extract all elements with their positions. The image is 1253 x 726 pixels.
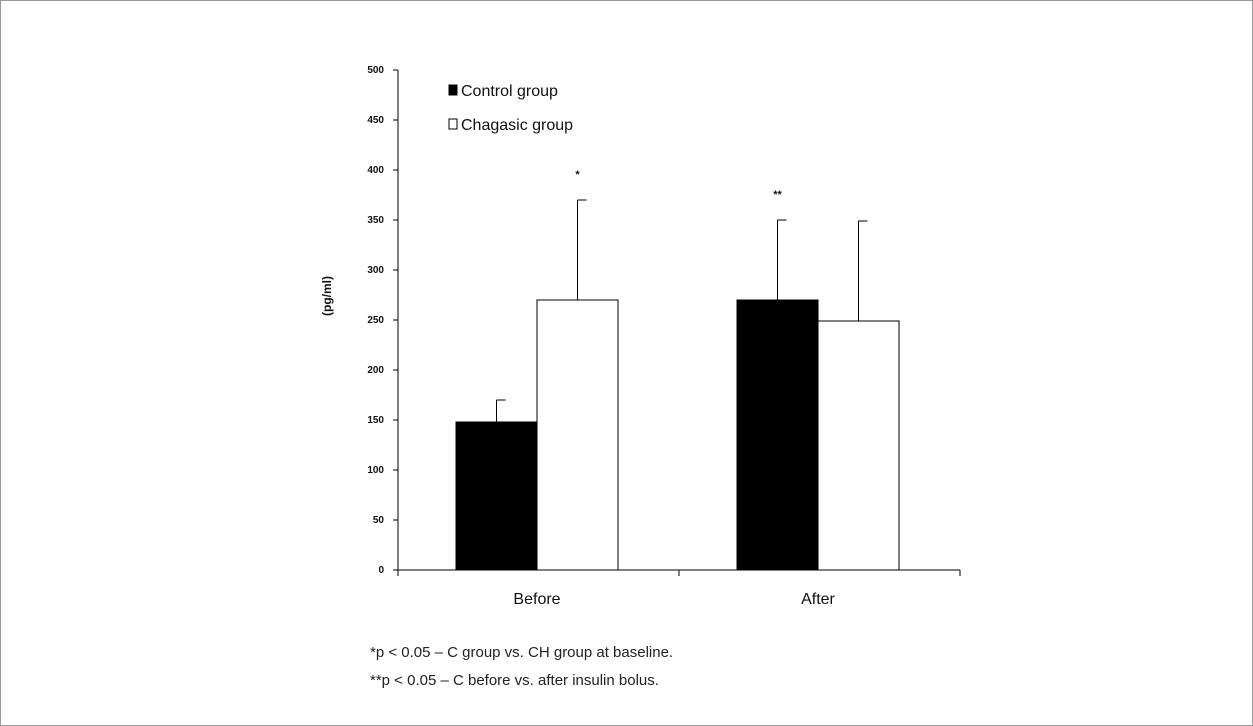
- bar: [455, 421, 538, 571]
- legend-label: Control group: [461, 83, 558, 100]
- y-tick-label: 150: [367, 415, 384, 426]
- legend-swatch: [448, 118, 458, 130]
- legend-label: Chagasic group: [461, 117, 573, 134]
- legend-swatch: [448, 84, 458, 96]
- bar: [736, 299, 819, 571]
- significance-marker: *: [575, 169, 580, 181]
- y-tick-label: 250: [367, 315, 384, 326]
- y-tick-label: 500: [367, 65, 384, 76]
- y-tick-label: 450: [367, 115, 384, 126]
- y-tick-label: 0: [378, 565, 384, 576]
- chart-legend: Control group Chagasic group: [448, 83, 573, 134]
- y-tick-label: 400: [367, 165, 384, 176]
- y-tick-label: 350: [367, 215, 384, 226]
- chart-bars: ***: [455, 169, 900, 571]
- y-tick-label: 50: [373, 515, 385, 526]
- y-axis-label: (pg/ml): [320, 276, 334, 316]
- y-tick-label: 100: [367, 465, 384, 476]
- y-tick-label: 200: [367, 365, 384, 376]
- x-category-label: After: [801, 591, 835, 608]
- x-category-label: Before: [513, 591, 560, 608]
- footnote-2: **p < 0.05 – C before vs. after insulin …: [370, 672, 659, 689]
- y-tick-label: 300: [367, 265, 384, 276]
- bar: [536, 299, 619, 571]
- significance-marker: **: [773, 189, 782, 201]
- footnote-1: *p < 0.05 – C group vs. CH group at base…: [370, 644, 674, 661]
- bar: [817, 320, 900, 571]
